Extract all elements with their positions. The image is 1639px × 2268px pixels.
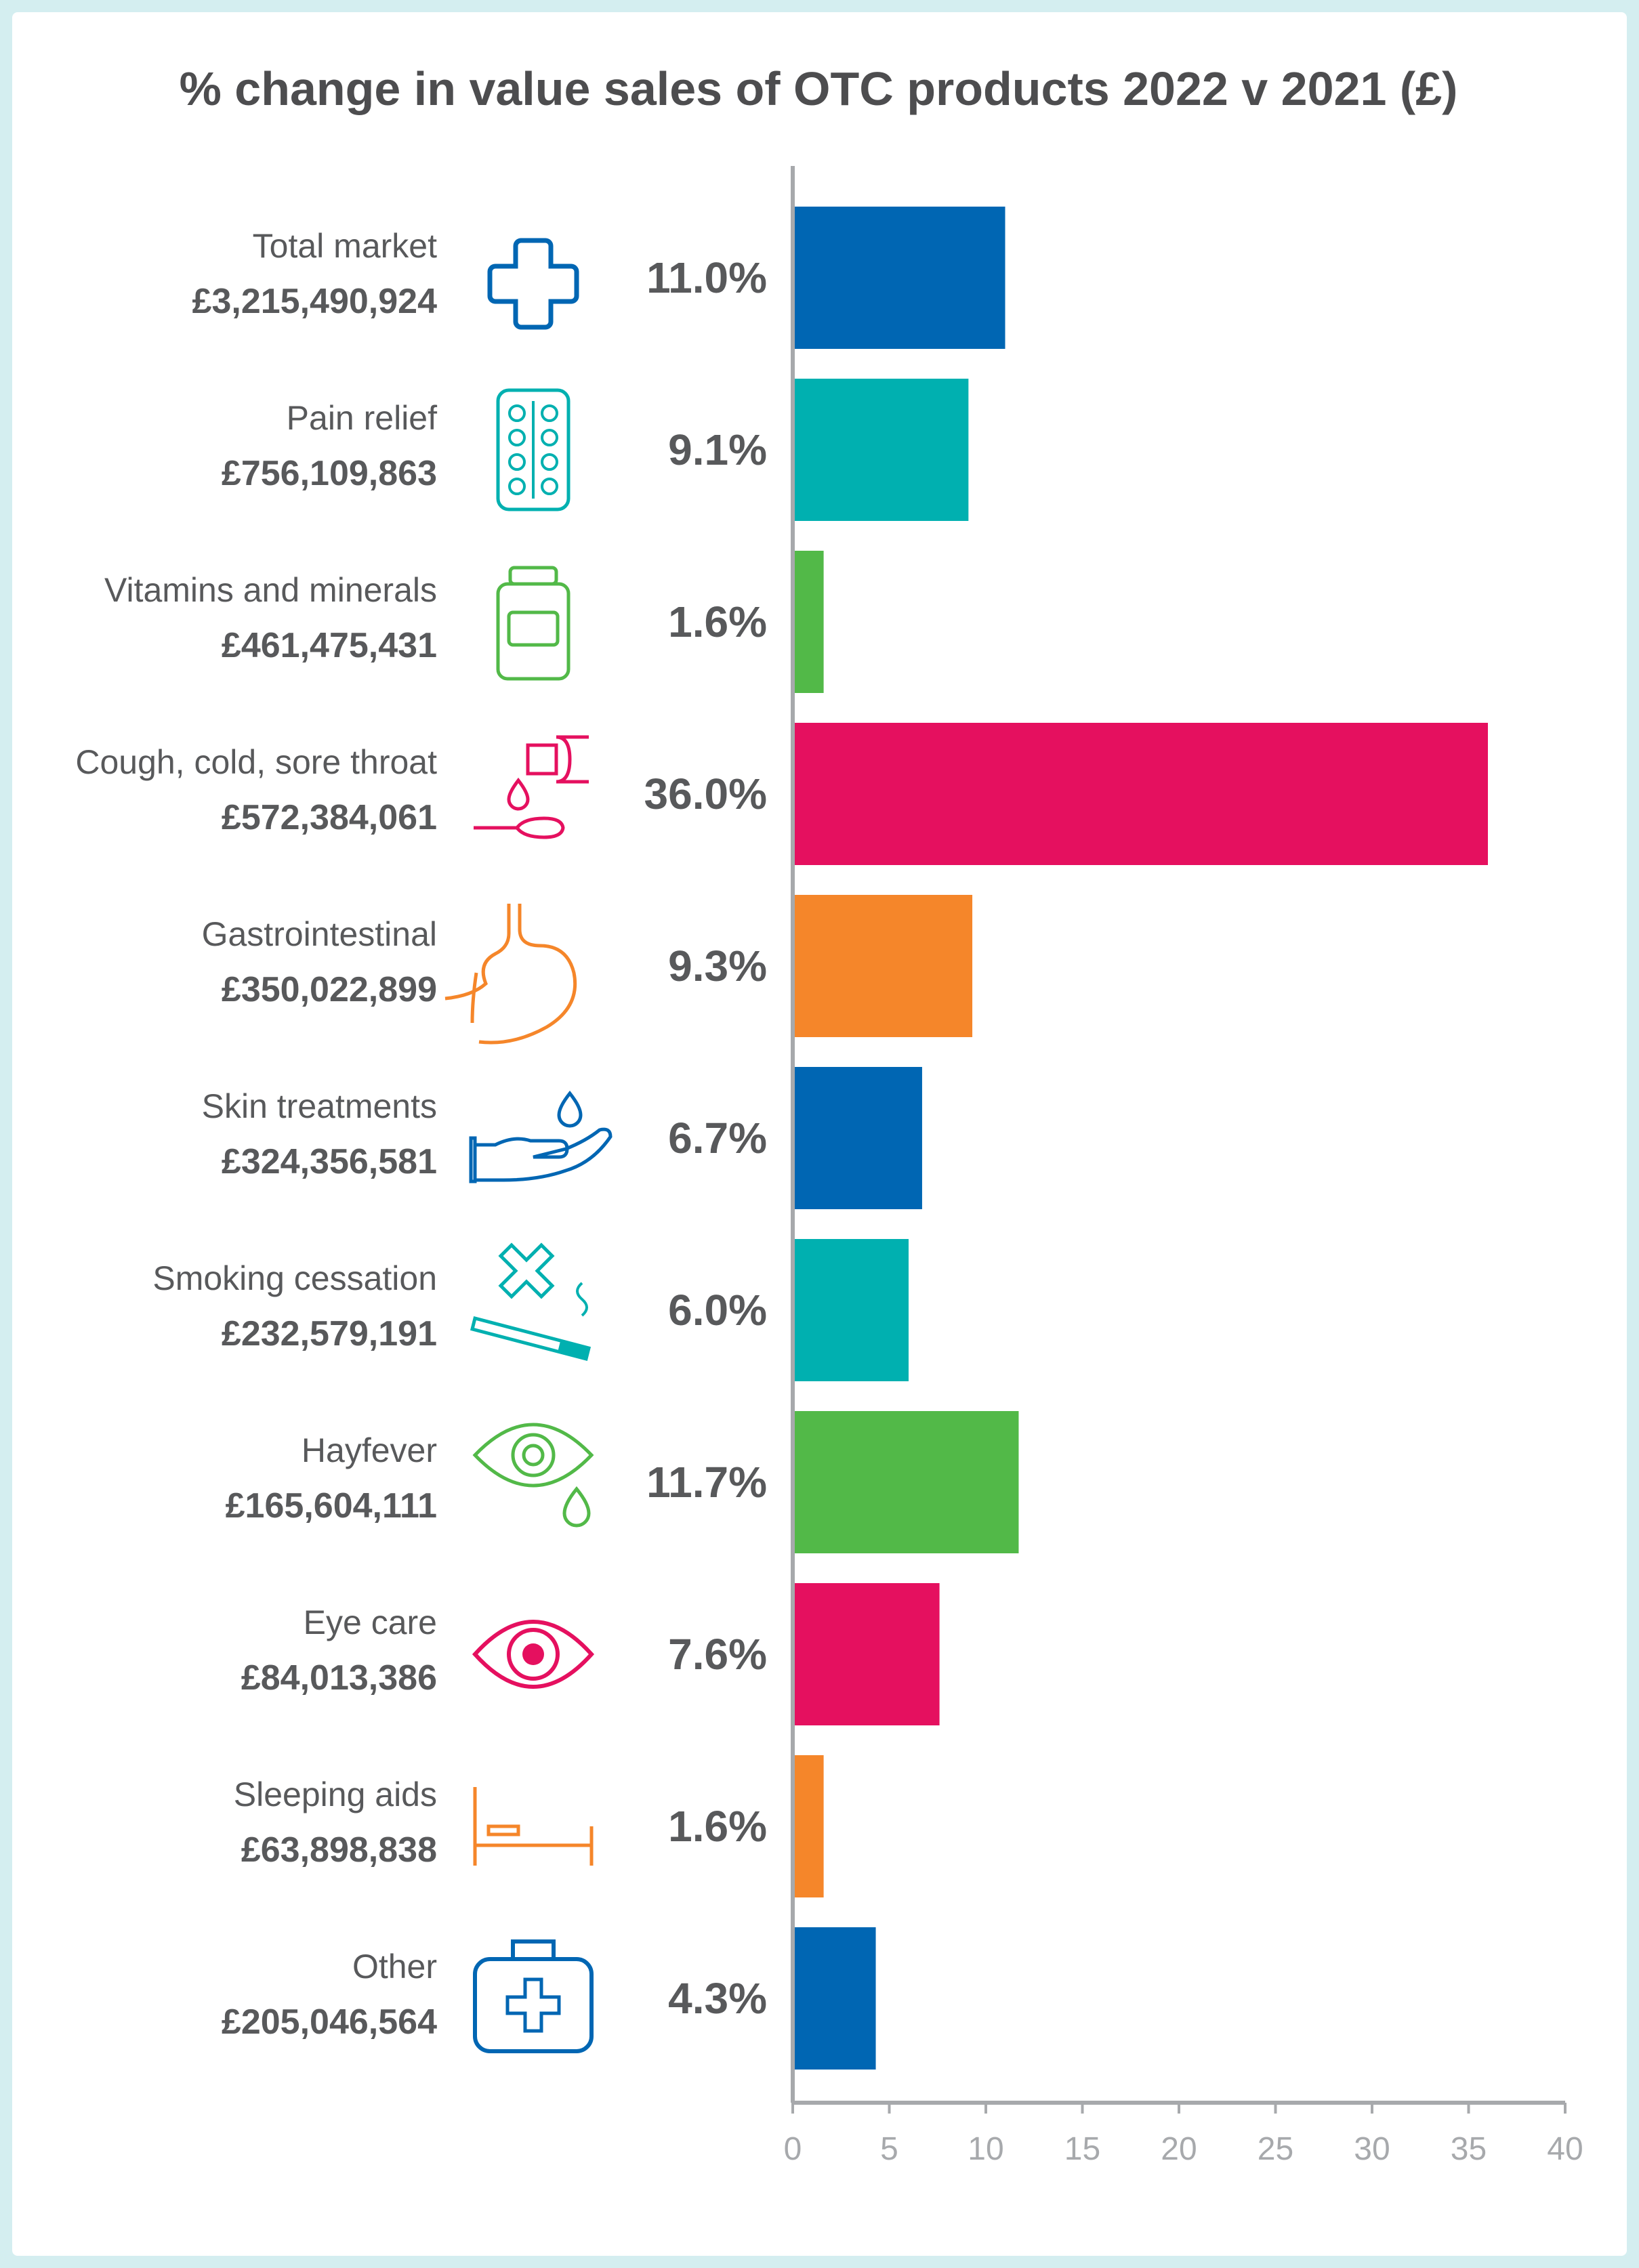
bar-data-label: 11.0% (646, 253, 767, 302)
category-sales-value: £63,898,838 (241, 1830, 437, 1870)
category-label: Gastrointestinal (202, 915, 437, 953)
x-tick-label: 30 (1354, 2131, 1390, 2167)
hand-drop-icon (469, 1090, 613, 1183)
category-sales-value: £324,356,581 (222, 1142, 437, 1181)
category-label: Eye care (304, 1603, 437, 1641)
category-sales-value: £165,604,111 (226, 1486, 437, 1526)
x-tick-label: 10 (968, 2131, 1003, 2167)
bar (793, 1411, 1019, 1553)
bar (793, 379, 969, 521)
bar-data-label: 9.1% (668, 425, 767, 474)
x-tick-label: 25 (1258, 2131, 1293, 2167)
bar-data-label: 9.3% (668, 942, 767, 990)
bar (793, 1755, 824, 1897)
category-label: Total market (253, 227, 437, 265)
medical-cross-icon (487, 238, 579, 330)
category-label: Hayfever (302, 1431, 437, 1469)
chart-row: Smoking cessation £232,579,191 6.0% (152, 1239, 909, 1381)
category-sales-value: £461,475,431 (222, 626, 437, 665)
category-label: Pain relief (287, 399, 437, 437)
first-aid-kit-icon (473, 1939, 594, 2053)
chart-row: Skin treatments £324,356,581 6.7% (202, 1067, 922, 1209)
chart-axes: 0 5 10 15 20 25 30 35 40 (784, 166, 1583, 2167)
bar (793, 1927, 876, 2070)
watery-eye-icon (472, 1423, 594, 1528)
x-tick-label: 15 (1064, 2131, 1100, 2167)
vitamin-jar-icon (496, 566, 570, 681)
pill-blister-icon (496, 388, 570, 511)
bar (793, 207, 1005, 349)
chart-row: Sleeping aids £63,898,838 1.6% (234, 1755, 824, 1897)
bar (793, 895, 973, 1037)
category-sales-value: £232,579,191 (222, 1314, 437, 1353)
bar (793, 1067, 922, 1209)
category-label: Skin treatments (202, 1087, 437, 1125)
category-label: Sleeping aids (234, 1776, 437, 1813)
bar-data-label: 1.6% (668, 597, 767, 646)
stomach-icon (444, 904, 577, 1045)
chart-row: Other £205,046,564 4.3% (222, 1927, 876, 2070)
bar-data-label: 7.6% (668, 1630, 767, 1679)
category-sales-value: £3,215,490,924 (192, 282, 438, 321)
x-tick-label: 0 (784, 2131, 802, 2167)
chart-title: % change in value sales of OTC products … (180, 62, 1458, 115)
bar-data-label: 4.3% (668, 1974, 767, 2023)
chart-row: Total market £3,215,490,924 11.0% (192, 207, 1005, 349)
category-sales-value: £756,109,863 (222, 454, 437, 493)
category-label: Other (352, 1948, 437, 1986)
category-label: Smoking cessation (152, 1259, 437, 1297)
x-tick-label: 5 (880, 2131, 898, 2167)
category-label: Vitamins and minerals (104, 571, 437, 609)
bar-data-label: 36.0% (644, 770, 767, 818)
x-tick-label: 20 (1161, 2131, 1197, 2167)
eye-icon (472, 1620, 595, 1689)
category-sales-value: £350,022,899 (222, 970, 437, 1009)
chart-row: Gastrointestinal £350,022,899 9.3% (202, 895, 973, 1045)
chart-row: Pain relief £756,109,863 9.1% (222, 379, 969, 521)
bar (793, 1239, 909, 1381)
category-sales-value: £205,046,564 (222, 2002, 437, 2042)
category-sales-value: £572,384,061 (222, 798, 437, 837)
category-label: Cough, cold, sore throat (75, 743, 437, 781)
bar (793, 551, 824, 693)
bar-data-label: 11.7% (646, 1458, 767, 1507)
bar (793, 1583, 940, 1725)
bed-icon (473, 1787, 594, 1866)
chart-rows: Total market £3,215,490,924 11.0% Pain reli… (75, 207, 1488, 2070)
bar (793, 723, 1488, 865)
chart-row: Eye care £84,013,386 7.6% (241, 1583, 940, 1725)
x-tick-label: 40 (1547, 2131, 1583, 2167)
medicine-spoon-icon (474, 735, 589, 839)
x-tick-label: 35 (1451, 2131, 1487, 2167)
chart-row: Hayfever £165,604,111 11.7% (226, 1411, 1019, 1553)
bar-data-label: 6.7% (668, 1114, 767, 1162)
bar-data-label: 6.0% (668, 1286, 767, 1335)
category-sales-value: £84,013,386 (241, 1658, 437, 1698)
chart-row: Cough, cold, sore throat £572,384,061 36.0… (75, 723, 1488, 865)
chart-row: Vitamins and minerals £461,475,431 1.6% (104, 551, 824, 693)
bar-data-label: 1.6% (668, 1802, 767, 1851)
no-smoking-icon (470, 1242, 592, 1362)
